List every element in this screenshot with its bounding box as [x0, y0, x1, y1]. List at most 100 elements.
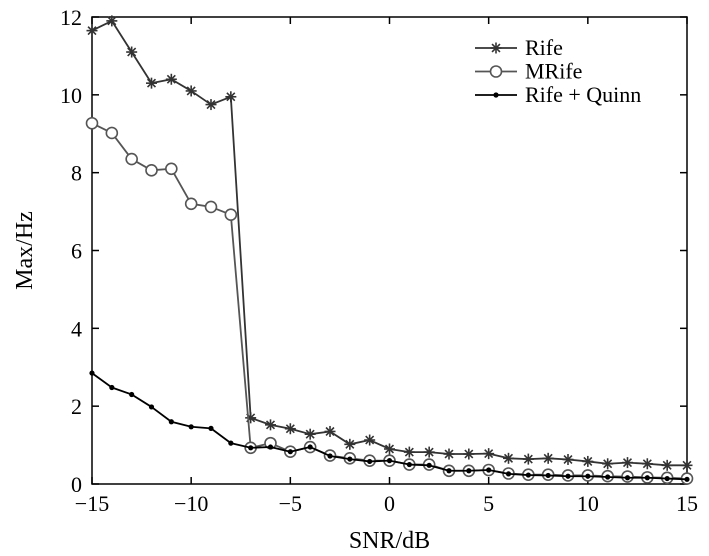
data-point — [505, 471, 512, 477]
data-point — [367, 458, 373, 465]
series-rife — [86, 15, 693, 471]
y-tick-label: 10 — [60, 83, 82, 108]
data-point — [486, 467, 492, 473]
x-tick-label: 0 — [384, 491, 395, 516]
data-point — [446, 468, 452, 474]
data-point — [126, 46, 138, 58]
data-point — [245, 412, 257, 424]
data-point — [406, 461, 412, 468]
data-point — [466, 468, 472, 474]
x-tick-label: 15 — [676, 491, 698, 516]
legend-item: MRife — [475, 59, 582, 84]
data-point — [129, 391, 135, 398]
x-tick-label: 10 — [577, 491, 599, 516]
y-tick-label: 4 — [71, 316, 82, 341]
series-mrife — [85, 116, 694, 485]
series-line — [91, 122, 688, 480]
data-point — [384, 443, 395, 455]
x-tick-label: −15 — [75, 491, 109, 516]
data-point — [644, 475, 650, 481]
legend-marker — [490, 42, 502, 54]
x-tick-label: −10 — [174, 491, 208, 516]
data-point — [205, 99, 217, 111]
data-point — [582, 455, 594, 467]
data-point — [168, 419, 174, 425]
data-point — [545, 472, 551, 479]
data-point — [146, 77, 157, 89]
series-rife-quinn — [89, 370, 690, 482]
data-point — [265, 419, 276, 431]
data-point — [463, 448, 475, 460]
data-point — [228, 440, 234, 446]
data-point — [684, 476, 690, 482]
y-tick-label: 12 — [60, 5, 82, 30]
data-point — [562, 453, 574, 465]
data-point — [165, 73, 177, 85]
series-layer — [85, 15, 694, 485]
data-point — [125, 152, 138, 166]
data-point — [145, 164, 158, 177]
data-point — [324, 425, 336, 437]
x-axis-label: SNR/dB — [349, 528, 430, 554]
data-point — [542, 452, 554, 464]
legend-label: MRife — [525, 59, 582, 84]
data-point — [89, 370, 95, 376]
data-point — [641, 458, 653, 470]
data-point — [106, 15, 118, 27]
data-point — [622, 457, 633, 469]
data-point — [403, 446, 415, 458]
y-tick-label: 6 — [71, 239, 82, 264]
data-point — [185, 85, 197, 97]
data-point — [148, 404, 155, 410]
data-point — [304, 428, 316, 440]
data-point — [423, 446, 435, 458]
data-point — [443, 448, 455, 460]
legend-item: Rife + Quinn — [475, 82, 641, 107]
data-point — [105, 126, 119, 140]
data-point — [664, 475, 670, 482]
plot-area: −15 −10 −5 0 5 10 15 0 2 4 6 8 10 12 SNR/dB Max/Hz — [12, 5, 698, 554]
data-point — [224, 208, 238, 221]
y-tick-label: 0 — [71, 472, 82, 497]
data-point — [109, 384, 115, 391]
legend-label: Rife + Quinn — [525, 82, 641, 107]
data-point — [344, 438, 356, 450]
data-point — [165, 162, 178, 176]
data-point — [522, 453, 534, 465]
data-point — [364, 434, 376, 446]
data-point — [483, 448, 495, 460]
data-point — [86, 25, 98, 37]
legend-marker — [493, 92, 499, 98]
legend-marker — [489, 65, 503, 78]
data-point — [287, 449, 293, 455]
data-point — [225, 91, 237, 103]
data-point — [386, 458, 393, 464]
data-point — [188, 424, 194, 430]
data-point — [85, 116, 99, 130]
x-tick-label: −5 — [279, 491, 302, 516]
y-tick-label: 2 — [71, 394, 82, 419]
data-point — [503, 452, 514, 464]
data-point — [208, 425, 214, 431]
data-point — [602, 458, 614, 470]
data-point — [327, 453, 333, 459]
data-point — [307, 444, 313, 450]
data-point — [585, 473, 591, 479]
data-point — [248, 445, 254, 451]
data-point — [204, 200, 218, 214]
data-point — [661, 459, 673, 471]
data-point — [426, 462, 432, 468]
data-point — [525, 472, 531, 478]
x-tick-label: 5 — [483, 491, 494, 516]
data-point — [347, 456, 353, 462]
data-point — [284, 423, 296, 435]
data-point — [267, 444, 274, 450]
y-tick-label: 8 — [71, 161, 82, 186]
data-point — [624, 475, 631, 481]
data-point — [681, 459, 693, 471]
data-point — [565, 473, 571, 479]
y-axis-label: Max/Hz — [12, 211, 38, 290]
legend-label: Rife — [525, 35, 563, 60]
data-point — [605, 474, 611, 480]
